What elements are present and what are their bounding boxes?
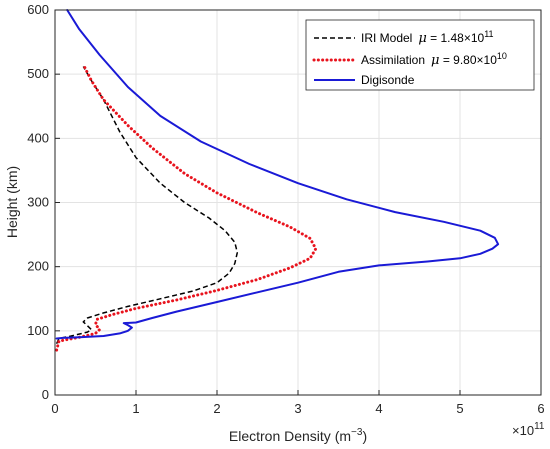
y-axis-label: Height (km) — [4, 166, 20, 238]
x-tick-label: 0 — [51, 401, 58, 416]
y-tick-label: 600 — [27, 2, 49, 17]
x-tick-label: 3 — [294, 401, 301, 416]
legend-label-iri: IRI Model μ = 1.48×1011 — [361, 29, 494, 46]
y-tick-label: 100 — [27, 323, 49, 338]
series-line-assimilation — [55, 63, 318, 352]
legend: IRI Model μ = 1.48×1011 Assimilation μ = 9… — [305, 19, 535, 91]
x-exponent-label: ×1011 — [512, 421, 545, 438]
x-tick-label: 5 — [456, 401, 463, 416]
x-tick-label: 4 — [375, 401, 382, 416]
legend-label-assimilation: Assimilation μ = 9.80×1010 — [361, 51, 507, 68]
y-tick-label: 300 — [27, 195, 49, 210]
series-layer — [55, 9, 500, 352]
x-tick-label: 2 — [213, 401, 220, 416]
tick-layer: 0 1 2 3 4 5 6 0 100 200 300 400 500 600 — [27, 2, 544, 416]
y-tick-label: 200 — [27, 259, 49, 274]
y-tick-label: 500 — [27, 66, 49, 81]
x-tick-label: 1 — [132, 401, 139, 416]
x-axis-label: Electron Density (m−3) — [229, 427, 367, 444]
legend-label-digisonde: Digisonde — [361, 73, 415, 87]
y-tick-label: 400 — [27, 130, 49, 145]
legend-box — [305, 19, 535, 91]
x-tick-label: 6 — [537, 401, 544, 416]
series-line-iri-model — [55, 66, 239, 345]
y-tick-label: 0 — [42, 387, 49, 402]
series-line-digisonde — [55, 9, 500, 340]
